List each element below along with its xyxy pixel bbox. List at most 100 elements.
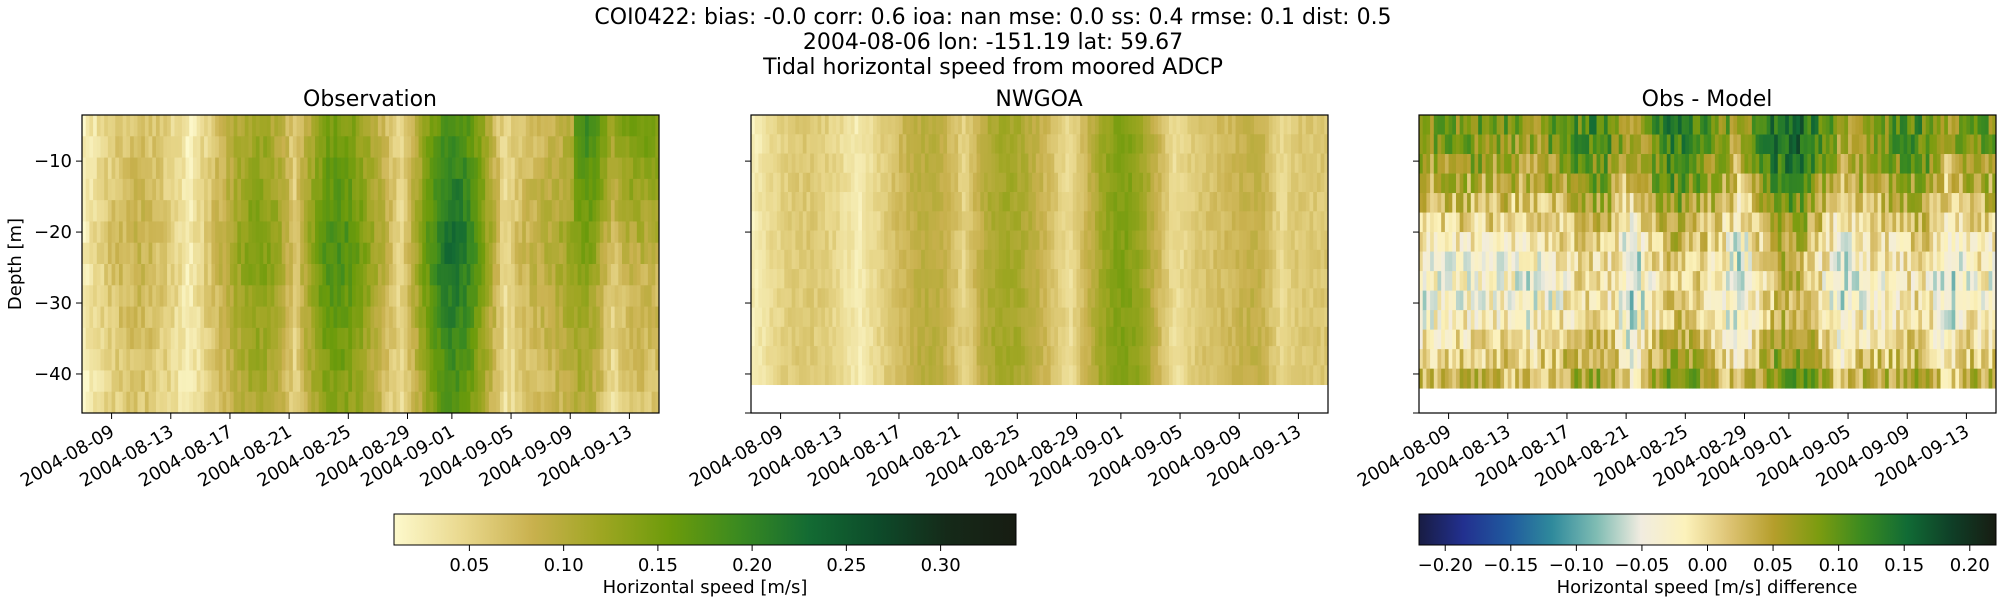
- heatmap-cell: [652, 179, 656, 201]
- heatmap-cell: [178, 221, 182, 243]
- heatmap-cell: [1452, 291, 1456, 311]
- heatmap-cell: [840, 308, 844, 328]
- heatmap-cell: [769, 327, 773, 347]
- heatmap-cell: [141, 115, 145, 137]
- heatmap-cell: [189, 115, 193, 137]
- heatmap-cell: [522, 264, 526, 286]
- heatmap-cell: [463, 307, 467, 329]
- heatmap-cell: [932, 192, 936, 212]
- heatmap-cell: [821, 269, 825, 289]
- heatmap-cell: [973, 192, 977, 212]
- heatmap-cell: [326, 136, 330, 158]
- heatmap-cell: [1497, 252, 1501, 272]
- heatmap-cell: [137, 392, 141, 414]
- heatmap-cell: [134, 370, 138, 392]
- heatmap-cell: [1095, 365, 1099, 385]
- heatmap-cell: [877, 327, 881, 347]
- heatmap-cell: [1036, 192, 1040, 212]
- heatmap-cell: [858, 250, 862, 270]
- heatmap-cell: [219, 179, 223, 201]
- heatmap-cell: [393, 349, 397, 371]
- heatmap-cell: [1504, 271, 1508, 291]
- heatmap-cell: [1515, 115, 1519, 135]
- heatmap-cell: [1032, 346, 1036, 366]
- heatmap-cell: [334, 179, 338, 201]
- heatmap-cell: [1265, 154, 1269, 174]
- heatmap-cell: [932, 231, 936, 251]
- heatmap-cell: [1165, 154, 1169, 174]
- heatmap-cell: [1280, 308, 1284, 328]
- heatmap-cell: [208, 370, 212, 392]
- heatmap-cell: [1099, 346, 1103, 366]
- heatmap-cell: [851, 269, 855, 289]
- heatmap-cell: [567, 392, 571, 414]
- heatmap-cell: [1445, 193, 1449, 213]
- heatmap-cell: [407, 285, 411, 307]
- heatmap-cell: [1508, 330, 1512, 350]
- heatmap-cell: [1113, 134, 1117, 154]
- heatmap-cell: [1043, 288, 1047, 308]
- heatmap-cell: [1062, 288, 1066, 308]
- heatmap-cell: [359, 136, 363, 158]
- heatmap-cell: [119, 307, 123, 329]
- heatmap-cell: [1058, 250, 1062, 270]
- heatmap-cell: [999, 154, 1003, 174]
- heatmap-cell: [892, 346, 896, 366]
- heatmap-cell: [1091, 134, 1095, 154]
- heatmap-cell: [1113, 173, 1117, 193]
- heatmap-cell: [803, 346, 807, 366]
- heatmap-cell: [271, 349, 275, 371]
- heatmap-cell: [589, 136, 593, 158]
- heatmap-cell: [533, 370, 537, 392]
- heatmap-cell: [1158, 269, 1162, 289]
- heatmap-cell: [618, 158, 622, 180]
- heatmap-cell: [1441, 330, 1445, 350]
- heatmap-cell: [311, 370, 315, 392]
- heatmap-cell: [452, 179, 456, 201]
- heatmap-cell: [1139, 308, 1143, 328]
- heatmap-cell: [263, 392, 267, 414]
- heatmap-cell: [943, 327, 947, 347]
- heatmap-cell: [219, 243, 223, 265]
- heatmap-cell: [537, 115, 541, 137]
- heatmap-cell: [1302, 365, 1306, 385]
- heatmap-cell: [137, 307, 141, 329]
- heatmap-cell: [806, 231, 810, 251]
- heatmap-cell: [433, 243, 437, 265]
- heatmap-cell: [441, 307, 445, 329]
- heatmap-cell: [1298, 250, 1302, 270]
- heatmap-cell: [515, 136, 519, 158]
- heatmap-cell: [315, 328, 319, 350]
- heatmap-cell: [773, 365, 777, 385]
- heatmap-cell: [552, 264, 556, 286]
- heatmap-cell: [481, 221, 485, 243]
- heatmap-cell: [1047, 115, 1051, 135]
- heatmap-cell: [792, 173, 796, 193]
- heatmap-cell: [1563, 349, 1567, 369]
- heatmap-cell: [781, 308, 785, 328]
- heatmap-cell: [407, 392, 411, 414]
- heatmap-cell: [1452, 154, 1456, 174]
- heatmap-cell: [1139, 115, 1143, 135]
- heatmap-cell: [943, 154, 947, 174]
- heatmap-cell: [1191, 365, 1195, 385]
- heatmap-cell: [241, 200, 245, 222]
- heatmap-cell: [308, 264, 312, 286]
- heatmap-cell: [951, 231, 955, 251]
- heatmap-cell: [818, 346, 822, 366]
- heatmap-cell: [422, 115, 426, 137]
- heatmap-cell: [189, 349, 193, 371]
- heatmap-cell: [171, 200, 175, 222]
- heatmap-cell: [186, 221, 190, 243]
- heatmap-cell: [456, 158, 460, 180]
- heatmap-cell: [869, 365, 873, 385]
- heatmap-cell: [422, 243, 426, 265]
- heatmap-cell: [855, 346, 859, 366]
- heatmap-cell: [407, 370, 411, 392]
- heatmap-cell: [973, 365, 977, 385]
- heatmap-cell: [130, 370, 134, 392]
- heatmap-cell: [1445, 115, 1449, 135]
- heatmap-cell: [112, 285, 116, 307]
- heatmap-cell: [522, 115, 526, 137]
- heatmap-cell: [526, 158, 530, 180]
